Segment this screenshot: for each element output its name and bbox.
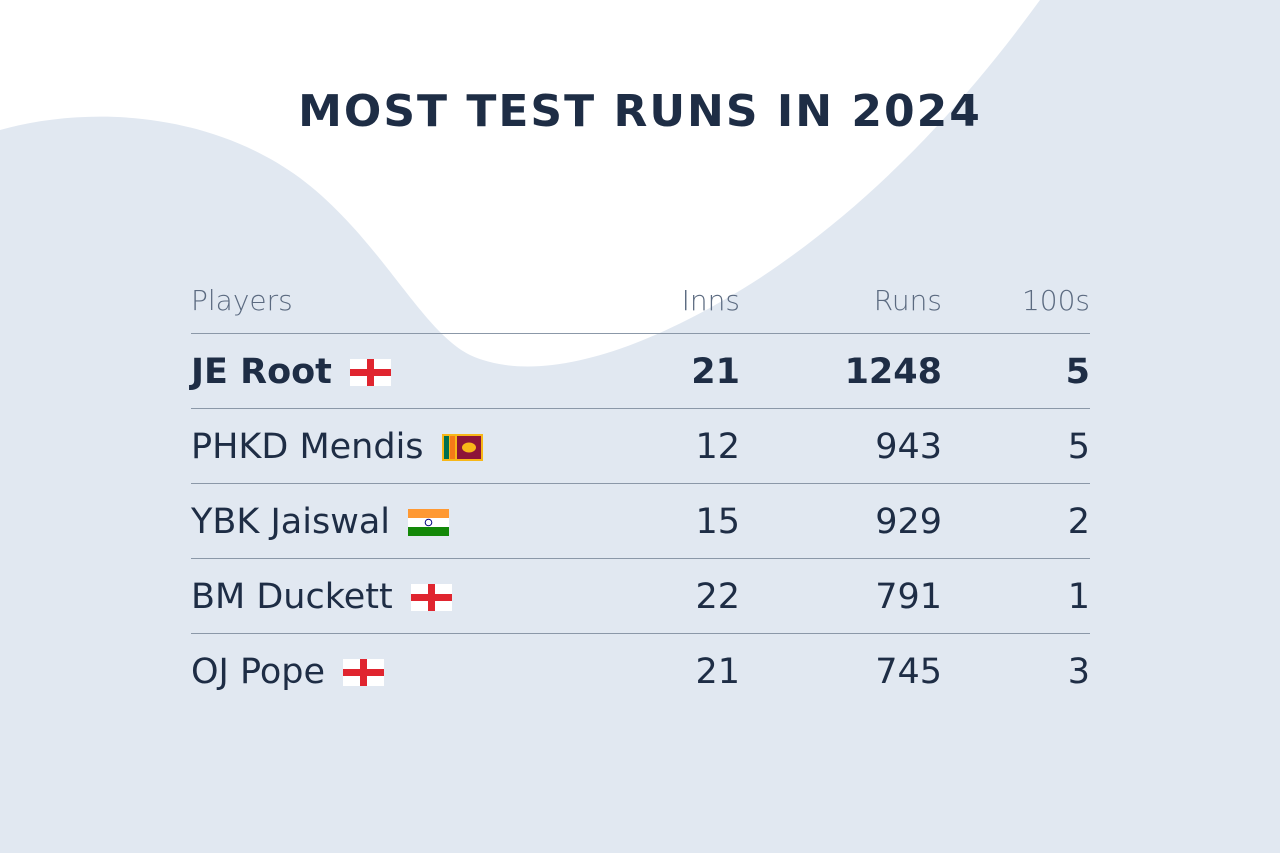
hundreds-value: 1	[1067, 577, 1090, 617]
table-row: OJ Pope 21 745 3	[191, 634, 1090, 708]
stats-table: Players Inns Runs 100s JE Root 21 1248 5…	[191, 276, 1090, 708]
header-inns: Inns	[681, 284, 740, 317]
hundreds-value: 5	[1065, 352, 1090, 392]
player-cell: BM Duckett	[191, 577, 452, 617]
india-flag-icon	[408, 508, 449, 536]
runs-value: 929	[875, 502, 942, 542]
inns-value: 21	[691, 352, 740, 392]
runs-value: 1248	[844, 352, 942, 392]
hundreds-value: 5	[1067, 427, 1090, 467]
england-flag-icon	[349, 358, 391, 386]
inns-value: 22	[695, 577, 740, 617]
table-row: BM Duckett 22 791 1	[191, 559, 1090, 634]
runs-value: 745	[875, 652, 942, 692]
player-cell: YBK Jaiswal	[191, 502, 449, 542]
player-cell: OJ Pope	[191, 652, 385, 692]
header-runs: Runs	[873, 284, 942, 317]
hundreds-value: 2	[1067, 502, 1090, 542]
sri-lanka-flag-icon	[441, 433, 483, 461]
inns-value: 21	[695, 652, 740, 692]
table-row: YBK Jaiswal 15 929 2	[191, 484, 1090, 559]
england-flag-icon	[343, 658, 385, 686]
table-row: PHKD Mendis 12 943 5	[191, 409, 1090, 484]
player-name: PHKD Mendis	[191, 427, 424, 467]
player-name: OJ Pope	[191, 652, 326, 692]
inns-value: 15	[695, 502, 740, 542]
hundreds-value: 3	[1067, 652, 1090, 692]
header-players: Players	[191, 284, 293, 317]
page-title: MOST TEST RUNS IN 2024	[298, 86, 982, 137]
inns-value: 12	[695, 427, 740, 467]
player-cell: PHKD Mendis	[191, 427, 483, 467]
player-cell: JE Root	[191, 352, 391, 392]
player-name: YBK Jaiswal	[191, 502, 390, 542]
runs-value: 943	[875, 427, 942, 467]
table-header-row: Players Inns Runs 100s	[191, 276, 1090, 334]
header-100s: 100s	[1021, 284, 1090, 317]
england-flag-icon	[410, 583, 452, 611]
player-name: JE Root	[191, 352, 332, 392]
table-row: JE Root 21 1248 5	[191, 334, 1090, 409]
runs-value: 791	[875, 577, 942, 617]
player-name: BM Duckett	[191, 577, 393, 617]
